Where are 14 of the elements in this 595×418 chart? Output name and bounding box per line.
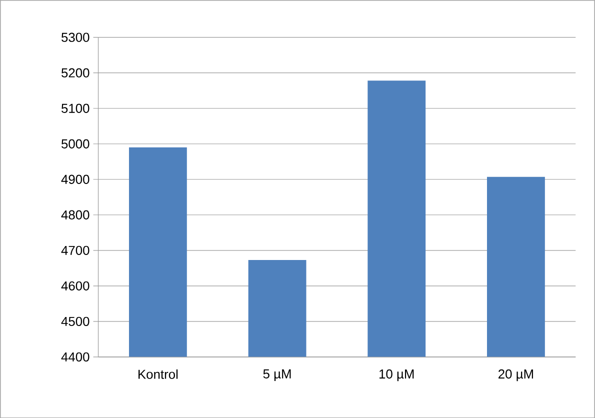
y-tick-label: 5100: [62, 104, 90, 113]
y-tick-label: 4500: [61, 316, 90, 326]
x-tick-label: Kontrol: [138, 369, 178, 379]
y-tick-label: 4600: [61, 281, 90, 290]
y-tick-label: 4800: [61, 210, 90, 220]
y-tick-label: 5300: [62, 32, 90, 42]
x-tick-label: 5 µM: [263, 369, 291, 381]
x-tick-label: 20 µM: [498, 369, 533, 382]
y-tick-label: 4900: [61, 174, 90, 184]
y-tick-label: 4700: [61, 246, 90, 255]
y-tick-label: 4400: [61, 352, 90, 362]
x-tick-label: 10 µM: [379, 369, 414, 382]
y-tick-label: 5000: [62, 139, 90, 148]
y-tick-label: 5200: [62, 68, 90, 78]
